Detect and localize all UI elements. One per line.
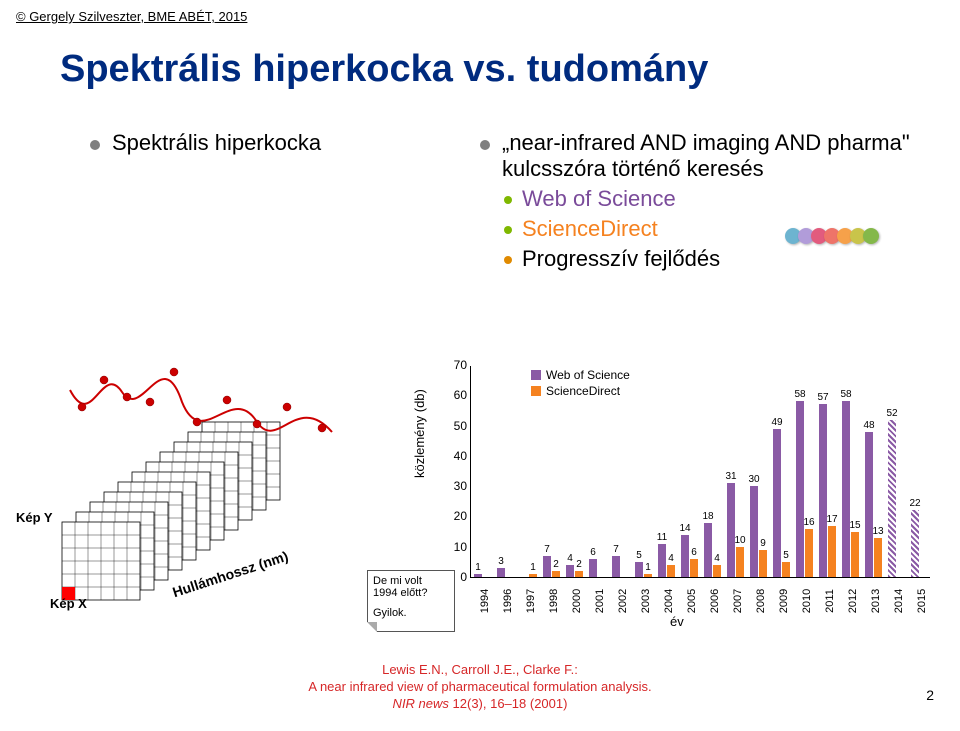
sticky-note: De mi volt 1994 előtt? Gyilok. — [367, 570, 455, 632]
sub-bullet-icon — [504, 226, 512, 234]
note-line-3: Gyilok. — [373, 607, 449, 619]
bullet-icon — [480, 140, 490, 150]
cite-authors: Lewis E.N., Carroll J.E., Clarke F.: — [382, 662, 578, 677]
cite-journal: NIR news — [393, 696, 449, 711]
right-column: „near-infrared AND imaging AND pharma" k… — [480, 130, 930, 276]
page-title: Spektrális hiperkocka vs. tudomány — [60, 48, 708, 91]
label-kep-y: Kép Y — [16, 510, 53, 525]
left-bullet-text: Spektrális hiperkocka — [112, 130, 321, 156]
cite-ref: 12(3), 16–18 (2001) — [449, 696, 568, 711]
note-line-1: De mi volt — [373, 575, 449, 587]
header-copyright: © Gergely Szilveszter, BME ABÉT, 2015 — [16, 9, 247, 24]
cite-title: A near infrared view of pharmaceutical f… — [308, 679, 651, 694]
right-sub-1: Web of Science — [522, 186, 676, 212]
note-line-2: 1994 előtt? — [373, 587, 449, 599]
right-bullet-1: „near-infrared AND imaging AND pharma" k… — [502, 130, 930, 182]
citation: Lewis E.N., Carroll J.E., Clarke F.: A n… — [308, 662, 651, 713]
right-sub-2: ScienceDirect — [522, 216, 658, 242]
sub-bullet-icon — [504, 256, 512, 264]
plot-area: Web of Science ScienceDirect 11994319961… — [470, 366, 930, 578]
bar-chart: közlemény (db) Web of Science ScienceDir… — [420, 358, 942, 638]
bullet-icon — [90, 140, 100, 150]
page-number: 2 — [926, 687, 934, 703]
left-column: Spektrális hiperkocka — [90, 130, 450, 160]
y-axis-label: közlemény (db) — [412, 389, 427, 478]
hypercube-diagram: Kép Y Kép X Hullámhossz (nm) — [32, 352, 382, 632]
wos-logo-dots — [788, 228, 879, 244]
right-bullet-2: Progresszív fejlődés — [522, 246, 720, 272]
sub-bullet-icon — [504, 196, 512, 204]
fold-corner-icon — [367, 622, 377, 632]
label-kep-x: Kép X — [50, 596, 87, 611]
x-axis-label: év — [670, 614, 684, 629]
